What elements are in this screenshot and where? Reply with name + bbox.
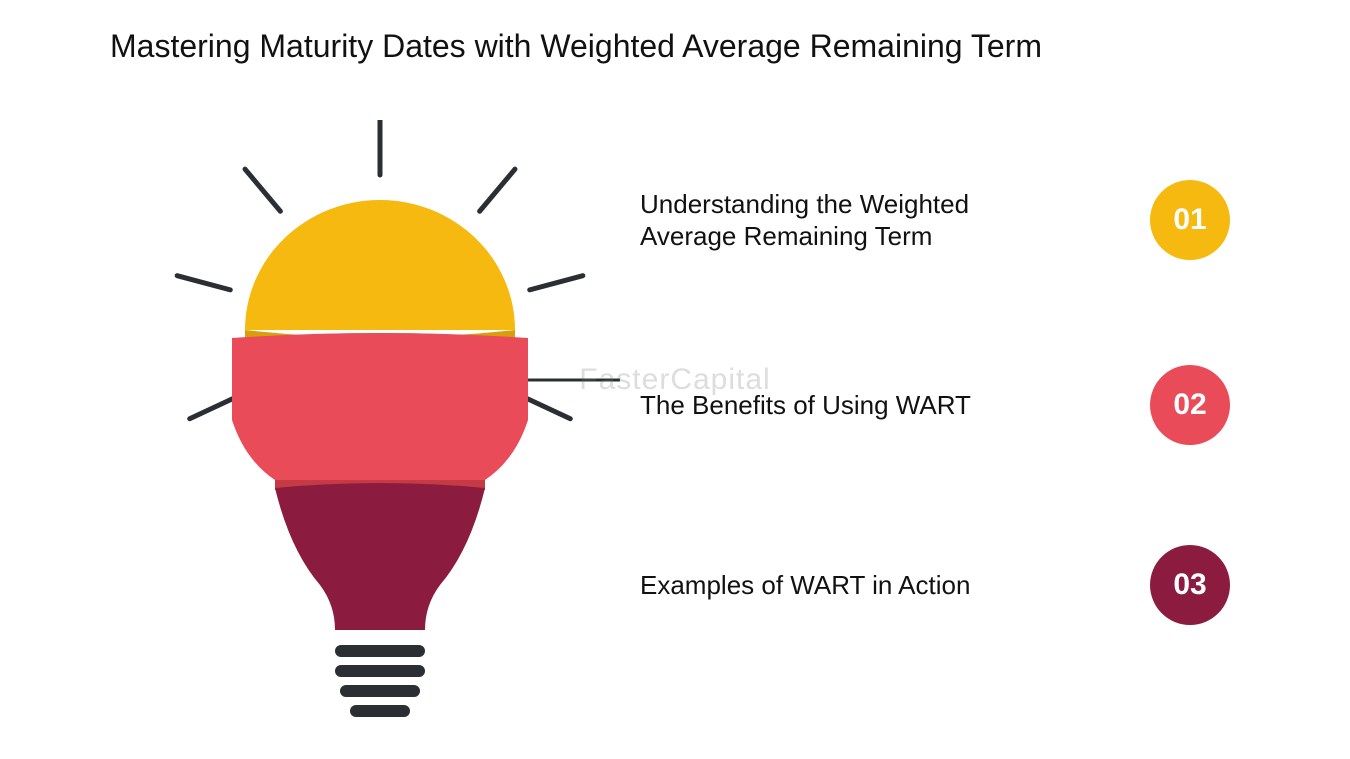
list-item: Understanding the Weighted Average Remai… [640, 165, 1230, 275]
item-label: The Benefits of Using WART [640, 389, 971, 422]
item-list: Understanding the Weighted Average Remai… [640, 165, 1230, 725]
item-label: Examples of WART in Action [640, 569, 970, 602]
lightbulb-svg [140, 120, 620, 740]
page-title: Mastering Maturity Dates with Weighted A… [110, 28, 1042, 65]
item-number-badge: 01 [1150, 180, 1230, 260]
list-item: Examples of WART in Action 03 [640, 535, 1230, 635]
item-label: Understanding the Weighted Average Remai… [640, 188, 1020, 253]
list-item: The Benefits of Using WART 02 [640, 365, 1230, 445]
lightbulb-infographic [140, 120, 620, 740]
item-number-badge: 02 [1150, 365, 1230, 445]
item-number-badge: 03 [1150, 545, 1230, 625]
